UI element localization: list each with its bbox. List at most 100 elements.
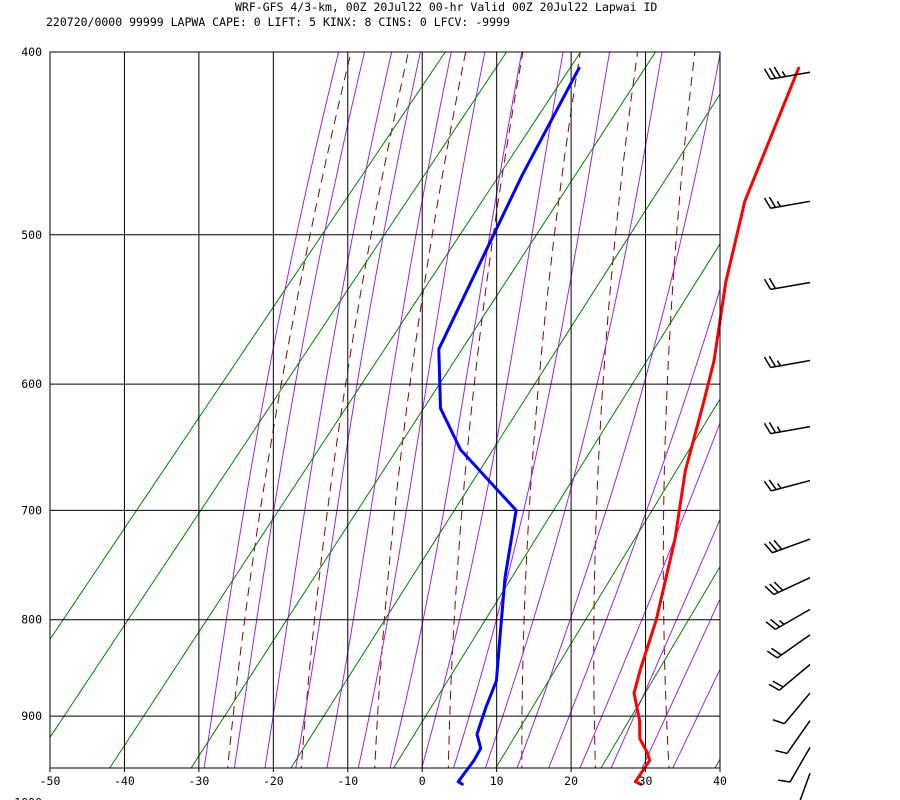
barb-feather (763, 422, 772, 434)
barb-shaft (773, 576, 811, 596)
moist-adiabat (203, 52, 340, 768)
barb-feather (768, 479, 777, 491)
barb-feather (770, 647, 782, 656)
dry-adiabat (859, 48, 899, 800)
dry-adiabat (521, 52, 581, 768)
barb-half-feather (781, 71, 787, 77)
barb-shaft (778, 663, 811, 691)
dewpoint-profile (437, 66, 581, 786)
moist-adiabat (357, 52, 486, 768)
barb-feather (775, 749, 788, 755)
moist-adiabat (295, 52, 422, 768)
barb-shaft (770, 359, 811, 369)
barb-feather (763, 197, 772, 209)
wind-barb (763, 66, 811, 80)
y-tick-label: 600 (21, 377, 42, 391)
barb-feather (763, 278, 772, 290)
barb-feather (763, 480, 772, 492)
barb-shaft (770, 425, 811, 435)
y-tick-label: 400 (21, 45, 42, 59)
barb-feather (769, 618, 781, 628)
barb-shaft (770, 200, 811, 210)
moist-adiabat (516, 52, 720, 768)
y-tick-label: 800 (21, 613, 42, 627)
chart-summary-line: 220720/0000 99999 LAPWA CAPE: 0 LIFT: 5 … (46, 15, 510, 29)
x-tick-label: 30 (639, 774, 653, 788)
barb-feather (778, 779, 791, 783)
wind-barb (768, 663, 811, 691)
barb-feather (763, 356, 772, 368)
barb-feather (773, 581, 784, 591)
wind-barbs (763, 66, 811, 800)
barb-half-feather (776, 482, 782, 489)
mixing-ratio-line (190, 52, 657, 768)
barb-feather (768, 541, 778, 552)
moist-adiabat (233, 52, 366, 768)
barb-feather (765, 621, 776, 630)
moist-adiabat (610, 518, 720, 768)
wind-barb (775, 720, 811, 755)
barb-feather (769, 583, 779, 594)
moist-adiabat (641, 597, 720, 768)
x-tick-label: 0 (419, 774, 426, 788)
wind-barb (763, 277, 811, 291)
barb-shaft (770, 71, 811, 80)
x-tick-label: -50 (40, 774, 61, 788)
barb-feather (768, 683, 780, 691)
wind-barb (763, 196, 811, 210)
mixing-ratio-line (714, 758, 720, 768)
dry-adiabat (662, 52, 696, 768)
wind-barb (799, 773, 811, 800)
background-lines (50, 48, 899, 800)
barb-shaft (786, 720, 811, 754)
barb-feather (773, 66, 782, 78)
dry-adiabat (593, 52, 639, 768)
wind-barb (772, 692, 811, 725)
plot-frame (49, 51, 721, 769)
x-axis-ticks: -50 -40 -30 -20 -10 0 10 20 30 40 (40, 768, 727, 788)
wind-barb (764, 576, 811, 596)
mixing-ratio-line (290, 93, 720, 768)
dry-adiabat (227, 52, 352, 768)
barb-half-feather (778, 620, 785, 625)
moist-adiabat (264, 52, 393, 768)
moist-adiabat (326, 52, 452, 768)
moist-adiabat (453, 52, 611, 768)
moist-adiabat (421, 52, 564, 768)
y-tick-label: 1000 (14, 795, 42, 800)
moist-adiabat (484, 52, 663, 768)
barb-feather (768, 67, 777, 79)
wind-barb (763, 355, 811, 369)
barb-feather (768, 422, 777, 434)
mixing-ratio-line (109, 52, 582, 768)
mixing-ratio-line (600, 565, 720, 768)
barb-feather (764, 543, 773, 554)
y-tick-label: 500 (21, 228, 42, 242)
barb-half-feather (776, 200, 782, 207)
chart-title: WRF-GFS 4/3-km, 00Z 20Jul22 00-hr Valid … (235, 0, 657, 14)
mixing-ratio-line (393, 242, 720, 768)
dry-adiabat (731, 48, 753, 800)
barb-shaft (799, 773, 811, 800)
barb-shaft (783, 692, 811, 725)
x-tick-label: -40 (114, 774, 135, 788)
y-tick-label: 700 (21, 503, 42, 517)
barb-half-feather (776, 360, 782, 367)
wind-barb (766, 634, 811, 659)
x-tick-label: 40 (713, 774, 727, 788)
barb-feather (772, 680, 784, 688)
barb-feather (766, 650, 778, 659)
mixing-ratio-line (50, 52, 446, 641)
barb-shaft (771, 479, 811, 492)
wind-barb (763, 422, 811, 435)
x-tick-label: 20 (564, 774, 578, 788)
barb-shaft (772, 538, 811, 554)
y-tick-label: 900 (21, 709, 42, 723)
dry-adiabat (374, 52, 467, 768)
mixing-ratio-line (495, 398, 720, 768)
x-tick-label: -30 (188, 774, 209, 788)
moist-adiabat (389, 52, 523, 768)
wind-barb (778, 747, 811, 783)
barb-feather (764, 585, 775, 596)
